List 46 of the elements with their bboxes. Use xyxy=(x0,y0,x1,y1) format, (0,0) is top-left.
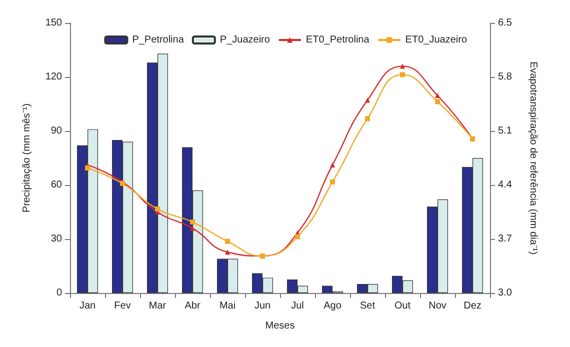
x-tick-label: Mar xyxy=(148,300,167,312)
y-tick-label: 150 xyxy=(45,18,62,28)
legend-label: P_Petrolina xyxy=(132,34,184,46)
point xyxy=(330,179,335,184)
point xyxy=(365,116,370,122)
y-tick-label: 60 xyxy=(50,180,62,190)
legend-label: ET0_Petrolina xyxy=(306,34,370,46)
point xyxy=(225,238,230,244)
point xyxy=(225,250,230,255)
legend-label: P_Juazeiro xyxy=(220,34,270,46)
x-tick-label: Jun xyxy=(254,300,271,312)
y2-tick-label: 3.0 xyxy=(498,288,512,298)
x-axis-title: Meses xyxy=(265,320,295,332)
x-tick-label: Abr xyxy=(184,300,201,312)
x-tick-label: Fev xyxy=(114,300,131,312)
x-tick-label: Mai xyxy=(219,300,236,312)
point xyxy=(400,72,405,78)
x-tick-label: Jul xyxy=(291,300,304,312)
y2-tick-label: 4.4 xyxy=(498,180,512,190)
point xyxy=(190,226,195,231)
x-tick-label: Ago xyxy=(324,300,342,312)
y2-tick-label: 6.5 xyxy=(498,18,512,28)
legend-label: ET0_Juazeiro xyxy=(405,34,468,46)
x-tick-label: Nov xyxy=(428,300,446,312)
point xyxy=(365,98,370,103)
y2-tick-label: 3.7 xyxy=(498,234,512,244)
point xyxy=(295,234,300,240)
point xyxy=(435,93,440,98)
point xyxy=(400,64,405,69)
point xyxy=(330,162,335,168)
y-axis-title: Precipitação (mm mês⁻¹) xyxy=(22,103,32,213)
y2-tick-label: 5.8 xyxy=(498,72,512,82)
y-tick-label: 120 xyxy=(45,72,62,82)
x-tick-label: Dez xyxy=(464,300,482,312)
x-tick-label: Set xyxy=(360,300,376,312)
y-tick-label: 30 xyxy=(50,234,62,244)
y-tick-label: 90 xyxy=(50,126,62,136)
point xyxy=(435,99,440,104)
x-tick-label: Out xyxy=(394,300,411,312)
point xyxy=(85,166,90,171)
point xyxy=(155,206,160,212)
y2-tick-label: 5.1 xyxy=(498,126,512,136)
x-tick-label: Jan xyxy=(79,300,96,312)
y2-axis-title: Evapotranspiração de referência (mm dia⁻¹) xyxy=(528,61,538,255)
point xyxy=(190,220,195,225)
y-tick-label: 0 xyxy=(56,288,62,298)
